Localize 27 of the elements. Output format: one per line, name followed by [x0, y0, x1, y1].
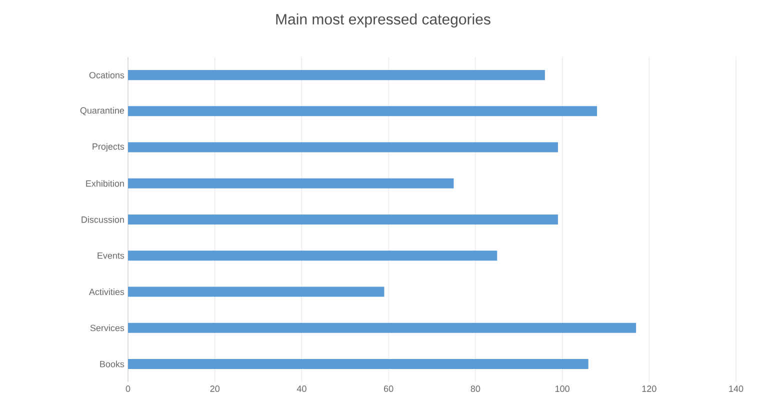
y-tick-label: Quarantine: [80, 107, 124, 116]
y-tick-label: Exhibition: [86, 180, 124, 187]
x-tick-label: 60: [384, 386, 394, 392]
y-tick-label: Events: [98, 252, 124, 259]
bar: [128, 214, 558, 225]
x-tick-label: 80: [470, 386, 480, 392]
y-tick-label: Activities: [88, 288, 124, 296]
bar: [128, 358, 588, 369]
y-tick-label: Discussion: [82, 216, 124, 223]
bar: [128, 70, 545, 80]
chart-title: Main most expressed categories: [276, 14, 490, 28]
bar: [128, 178, 454, 188]
bar: [128, 322, 636, 333]
y-tick-label: Ocations: [89, 72, 124, 78]
bar: [128, 142, 558, 152]
x-tick-label: 40: [296, 386, 306, 392]
bar: [128, 286, 384, 297]
x-tick-label: 140: [729, 386, 744, 392]
x-tick-label: 0: [126, 386, 130, 392]
x-tick-label: 120: [642, 386, 656, 392]
y-tick-label: Books: [100, 360, 124, 368]
bar: [128, 106, 598, 116]
bar: [128, 250, 498, 261]
y-tick-label: Projects: [92, 143, 124, 152]
x-tick-label: 100: [555, 386, 570, 392]
y-tick-label: Services: [90, 324, 124, 332]
x-tick-label: 20: [210, 386, 220, 392]
